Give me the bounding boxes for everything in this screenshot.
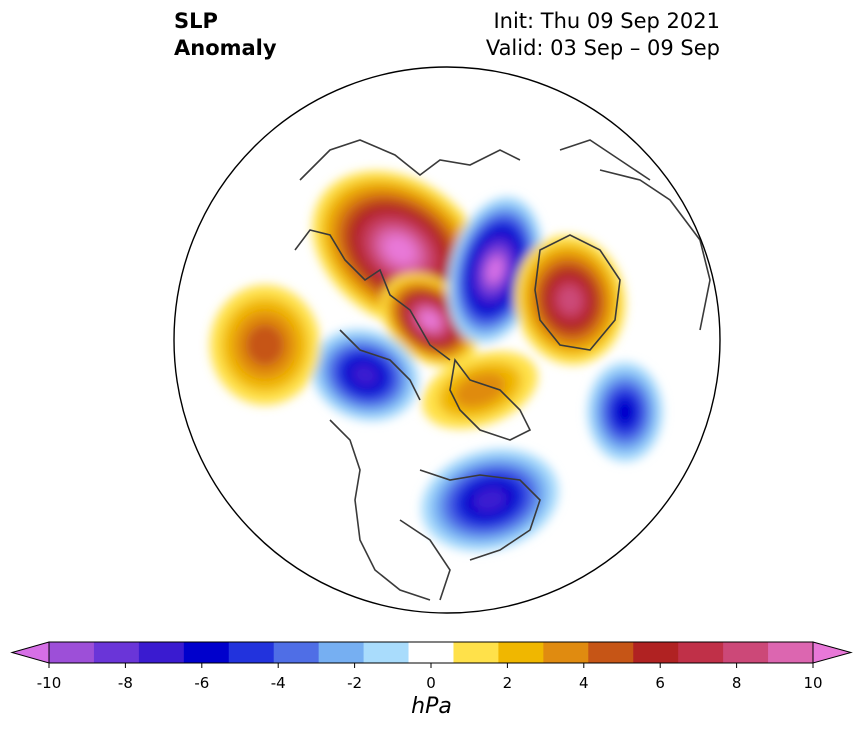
- colorbar: -10 -8 -6 -4 -2 0 2 4 6 8 10: [10, 641, 853, 690]
- init-date: Init: Thu 09 Sep 2021: [493, 9, 720, 33]
- anomaly-center: [210, 285, 320, 405]
- anomaly-center: [514, 235, 626, 365]
- colorbar-unit: hPa: [411, 694, 452, 719]
- colorbar-tick-label: -2: [347, 674, 362, 690]
- colorbar-tick-label: 10: [803, 674, 822, 690]
- colorbar-swatch: [543, 642, 589, 663]
- colorbar-swatch: [633, 642, 679, 663]
- title-line-1: SLP: [174, 9, 218, 33]
- coastline: [599, 169, 711, 331]
- globe-border: [173, 66, 721, 614]
- coastline: [329, 419, 431, 601]
- anomaly-center: [421, 448, 559, 552]
- anomaly-contour: [473, 487, 507, 513]
- polar-map: [173, 66, 721, 614]
- map-title: SLP Anomaly: [174, 8, 277, 62]
- anomaly-contour: [245, 324, 285, 366]
- colorbar-swatch: [138, 642, 185, 663]
- coastline: [399, 519, 451, 601]
- colorbar-tick-label: -4: [271, 674, 286, 690]
- colorbar-extend-low: [10, 641, 50, 664]
- anomaly-contour: [385, 236, 415, 264]
- colorbar-tick-label: -6: [194, 674, 209, 690]
- coastline: [419, 469, 541, 561]
- colorbar-swatch: [678, 642, 724, 663]
- anomaly-center: [587, 362, 663, 462]
- colorbar-tick-label: 2: [503, 674, 513, 690]
- coastlines: [294, 139, 711, 601]
- anomaly-contour: [351, 363, 379, 387]
- anomaly-field: [210, 139, 711, 601]
- colorbar-swatch: [363, 642, 410, 663]
- coastline: [449, 358, 532, 441]
- anomaly-contour: [421, 312, 439, 328]
- colorbar-tick-label: -10: [37, 674, 62, 690]
- colorbar-tick-label: 0: [426, 674, 436, 690]
- colorbar-swatch: [588, 642, 634, 663]
- anomaly-contour: [614, 397, 636, 427]
- colorbar-swatch: [498, 642, 544, 663]
- coastline: [294, 229, 451, 361]
- colorbar-tick-label: 6: [655, 674, 665, 690]
- colorbar-swatch: [723, 642, 769, 663]
- colorbar-swatch: [408, 642, 454, 663]
- colorbar-swatch: [49, 642, 95, 663]
- coastline: [559, 139, 651, 181]
- colorbar-swatch: [453, 642, 499, 663]
- colorbar-swatch: [273, 642, 320, 663]
- coastline: [299, 139, 521, 181]
- colorbar-swatch: [768, 642, 814, 663]
- coastline: [339, 329, 421, 401]
- colorbar-swatch: [183, 642, 230, 663]
- colorbar-extend-high: [812, 641, 853, 664]
- anomaly-center: [311, 328, 419, 422]
- colorbar-tick-label: -8: [118, 674, 133, 690]
- title-line-2: Anomaly: [174, 36, 277, 60]
- anomaly-contour: [558, 286, 582, 314]
- colorbar-swatch: [93, 642, 140, 663]
- anomaly-contour: [454, 372, 506, 408]
- map-subtitle: Init: Thu 09 Sep 2021 Valid: 03 Sep – 09…: [486, 8, 720, 62]
- coastline: [534, 234, 621, 351]
- valid-range: Valid: 03 Sep – 09 Sep: [485, 36, 720, 60]
- colorbar-swatch: [318, 642, 365, 663]
- colorbar-swatch: [228, 642, 275, 663]
- anomaly-center: [422, 351, 538, 429]
- colorbar-tick-label: 8: [732, 674, 742, 690]
- colorbar-tick-label: 4: [579, 674, 589, 690]
- anomaly-contour: [487, 257, 503, 283]
